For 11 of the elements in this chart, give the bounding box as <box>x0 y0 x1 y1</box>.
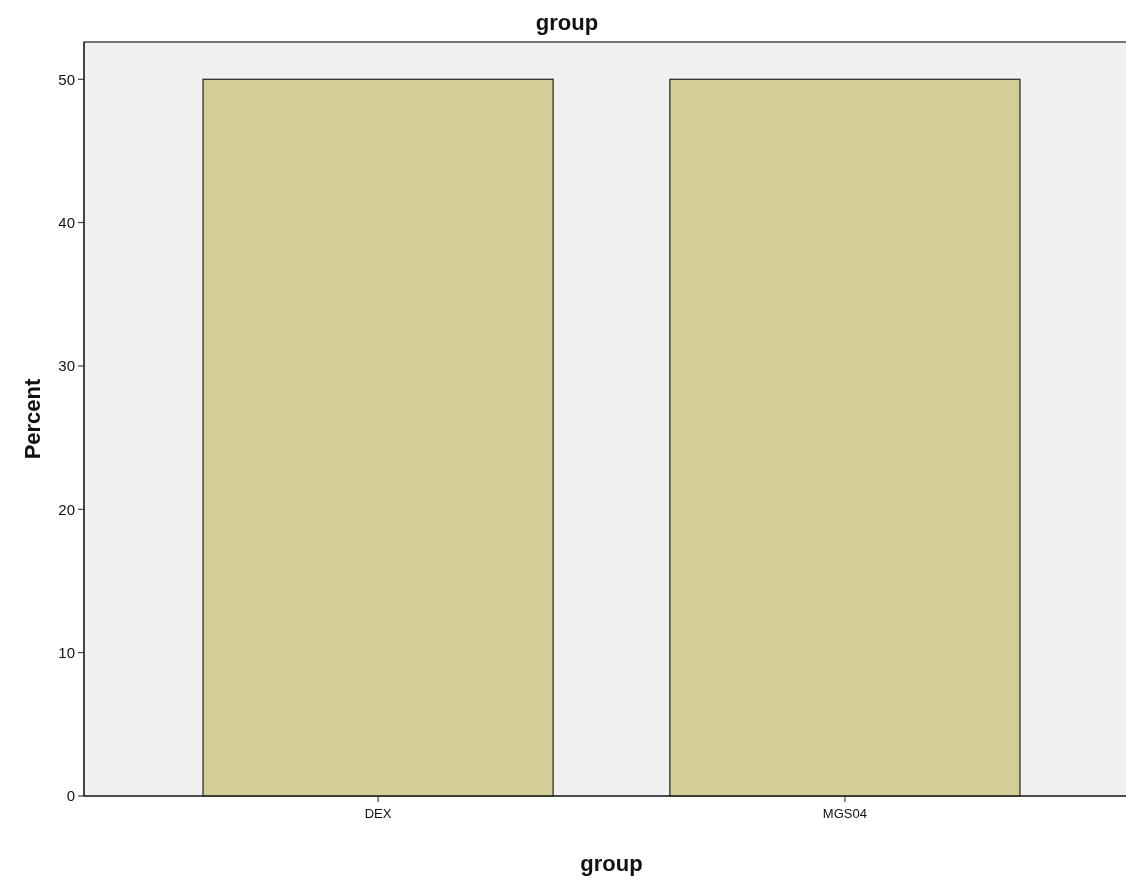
y-tick-label: 10 <box>58 643 75 661</box>
y-tick-label: 40 <box>58 213 75 231</box>
y-tick-label: 0 <box>66 787 75 805</box>
y-tick-label: 30 <box>58 357 75 375</box>
chart-title: group <box>535 10 599 35</box>
x-axis-title: group <box>580 851 643 876</box>
x-tick-label: MGS04 <box>822 806 867 821</box>
x-tick-label: DEX <box>364 806 392 821</box>
y-axis-title: Percent <box>19 377 45 460</box>
y-tick-label: 20 <box>58 500 75 518</box>
y-tick-label: 50 <box>58 70 75 88</box>
